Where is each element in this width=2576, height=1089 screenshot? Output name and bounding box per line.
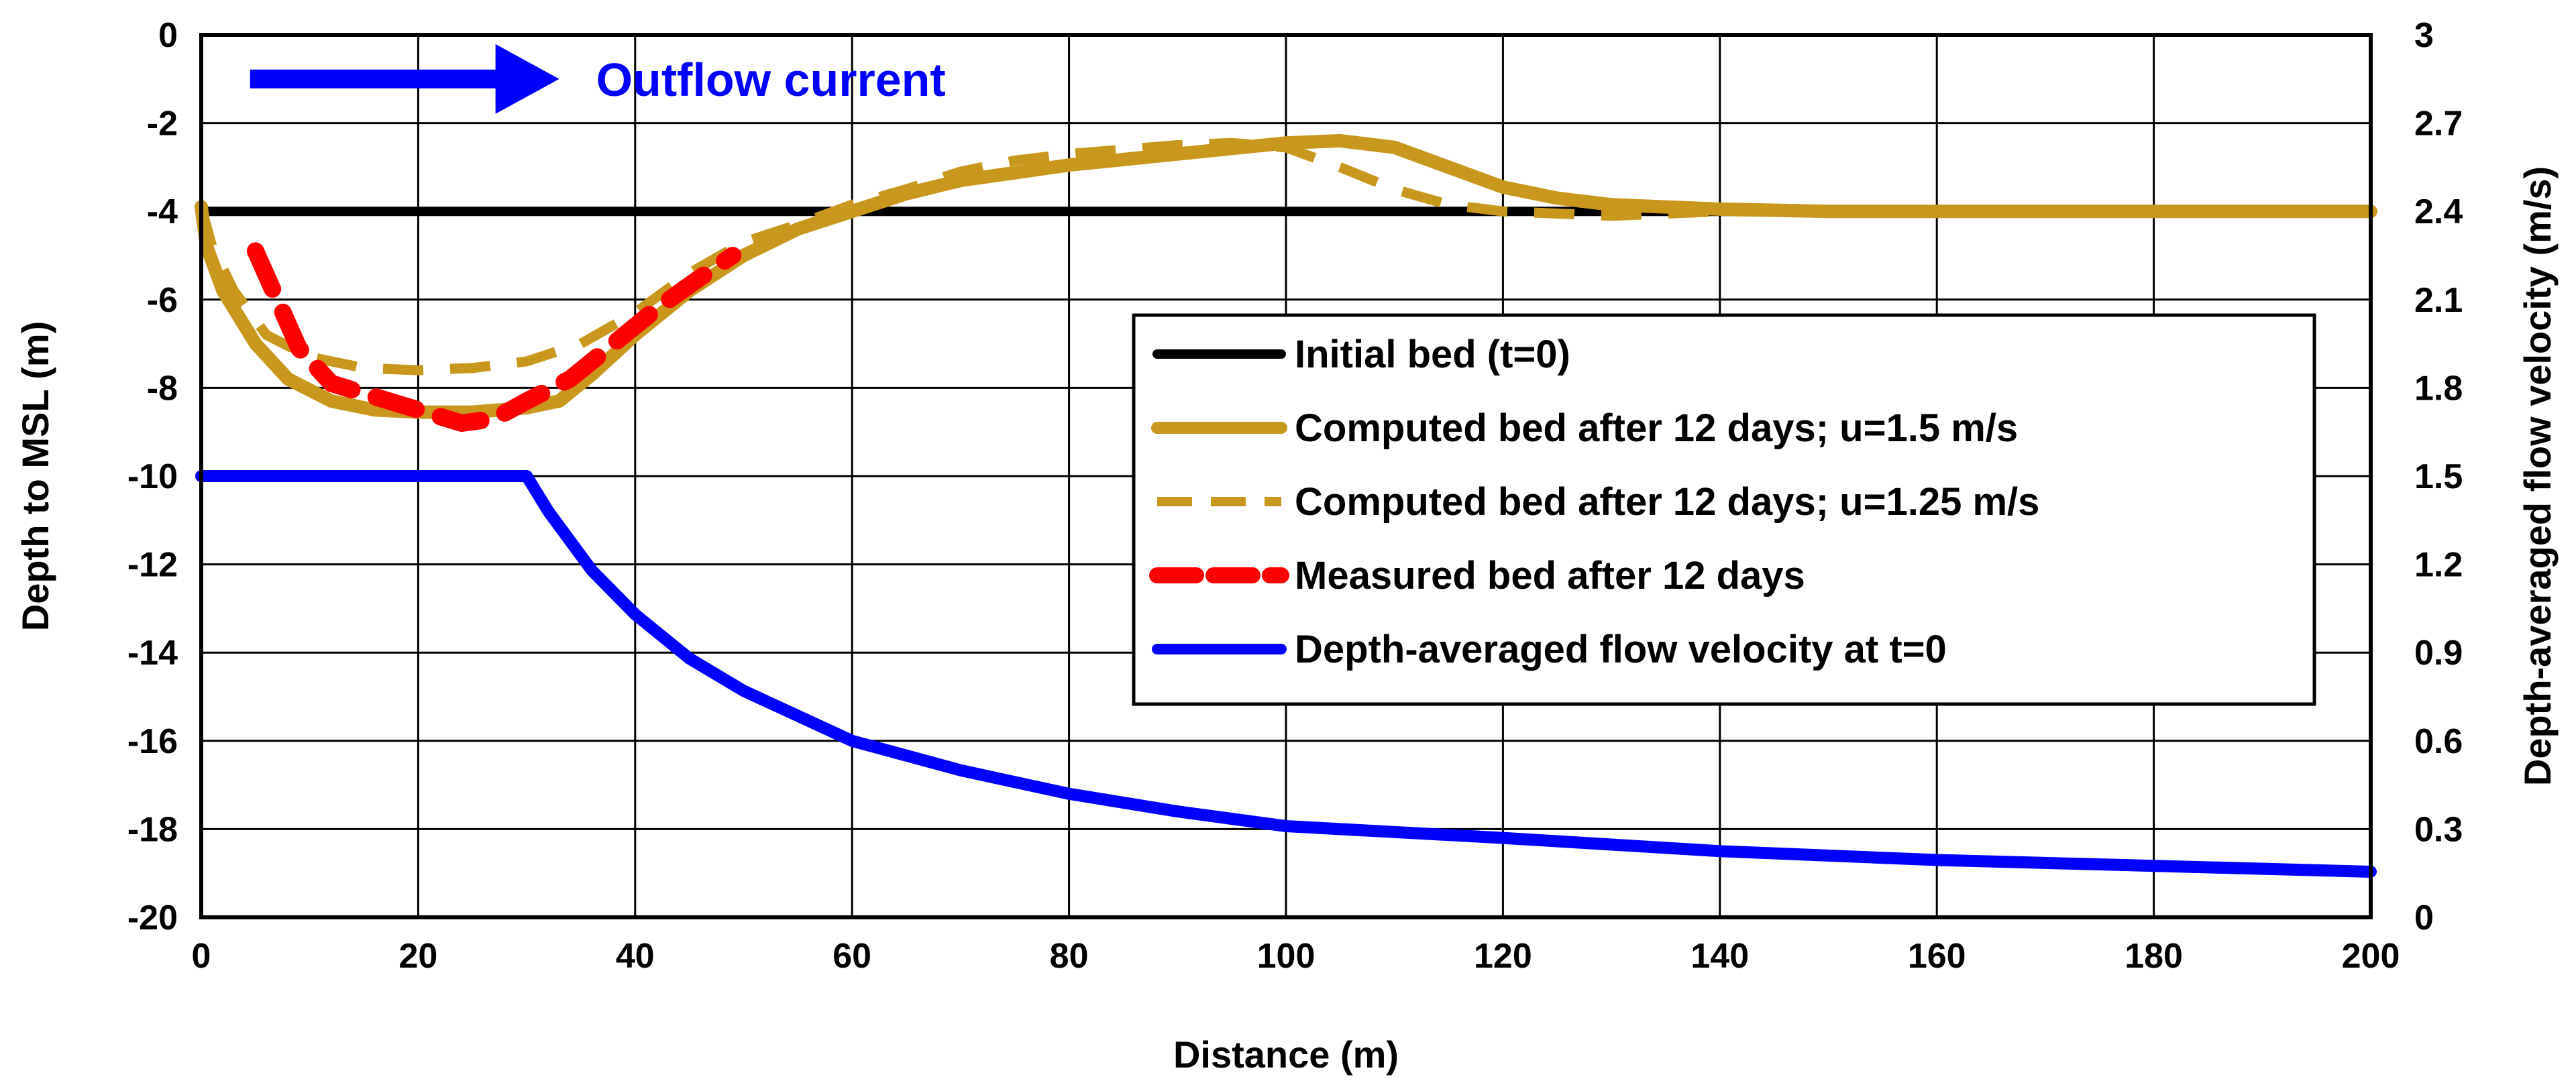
y-tick-label: -12 [127,546,178,585]
y-tick-label: -6 [147,281,178,320]
x-tick-label: 120 [1474,937,1532,976]
legend-label: Computed bed after 12 days; u=1.5 m/s [1295,406,2018,450]
legend-label: Depth-averaged flow velocity at t=0 [1295,628,1947,671]
y-tick-label: -4 [147,192,178,231]
x-tick-label: 140 [1690,937,1749,976]
x-axis-label: Distance (m) [1173,1033,1399,1076]
y2-tick-label: 2.1 [2414,281,2463,320]
annotation-text: Outflow current [596,54,946,106]
y2-tick-label: 0 [2414,899,2434,937]
y2-tick-label: 1.2 [2414,546,2463,585]
y2-tick-label: 3 [2414,16,2434,55]
y2-tick-label: 0.9 [2414,634,2463,673]
y2-axis-label: Depth-averaged flow velocity (m/s) [2516,166,2559,786]
y-tick-label: -8 [147,369,178,408]
y2-tick-label: 0.3 [2414,810,2463,849]
plot-frame [199,33,2373,919]
y2-tick-label: 1.8 [2414,369,2463,408]
tick-labels: 0 20 40 60 80 100 120 140 160 180 200 0 -2 -4 -6 -8 -10 -… [127,16,2463,976]
x-tick-label: 60 [833,937,871,976]
y-tick-label: -18 [127,810,178,849]
y-tick-label: -20 [127,899,178,937]
series-line-depth-averaged-flow-velocity-at-t-0 [195,470,2377,878]
y2-tick-label: 1.5 [2414,457,2463,496]
y-tick-label: -14 [127,634,178,673]
x-tick-label: 20 [398,937,437,976]
y2-tick-label: 0.6 [2414,722,2463,761]
x-tick-label: 180 [2125,937,2183,976]
series-line-computed-bed-after-12-days-u-1-25-m-s [196,137,2371,376]
legend-label: Computed bed after 12 days; u=1.25 m/s [1295,480,2039,524]
x-tick-label: 200 [2342,937,2400,976]
series-line-measured-bed-after-12-days [246,242,742,432]
y-tick-label: -10 [127,457,178,496]
series-line-computed-bed-after-12-days-u-1-5-m-s [195,133,2377,419]
y-axis-label: Depth to MSL (m) [14,321,56,631]
legend-label: Initial bed (t=0) [1295,333,1570,376]
legend-box [1132,313,2316,706]
x-tick-label: 160 [1908,937,1966,976]
arrow-head [495,44,559,114]
y-tick-label: -16 [127,722,178,761]
outflow-annotation: Outflow current [250,44,946,114]
y-tick-label: -2 [147,105,178,144]
x-tick-label: 0 [192,937,211,976]
y2-tick-label: 2.7 [2414,105,2463,144]
x-tick-label: 40 [616,937,655,976]
legend-label: Measured bed after 12 days [1295,554,1805,597]
legend: Initial bed (t=0) Computed bed after 12 d… [1132,313,2316,706]
series-layer [195,133,2377,878]
y-tick-label: 0 [158,16,178,55]
y2-tick-label: 2.4 [2414,192,2463,231]
x-tick-label: 80 [1050,937,1089,976]
x-tick-label: 100 [1257,937,1316,976]
